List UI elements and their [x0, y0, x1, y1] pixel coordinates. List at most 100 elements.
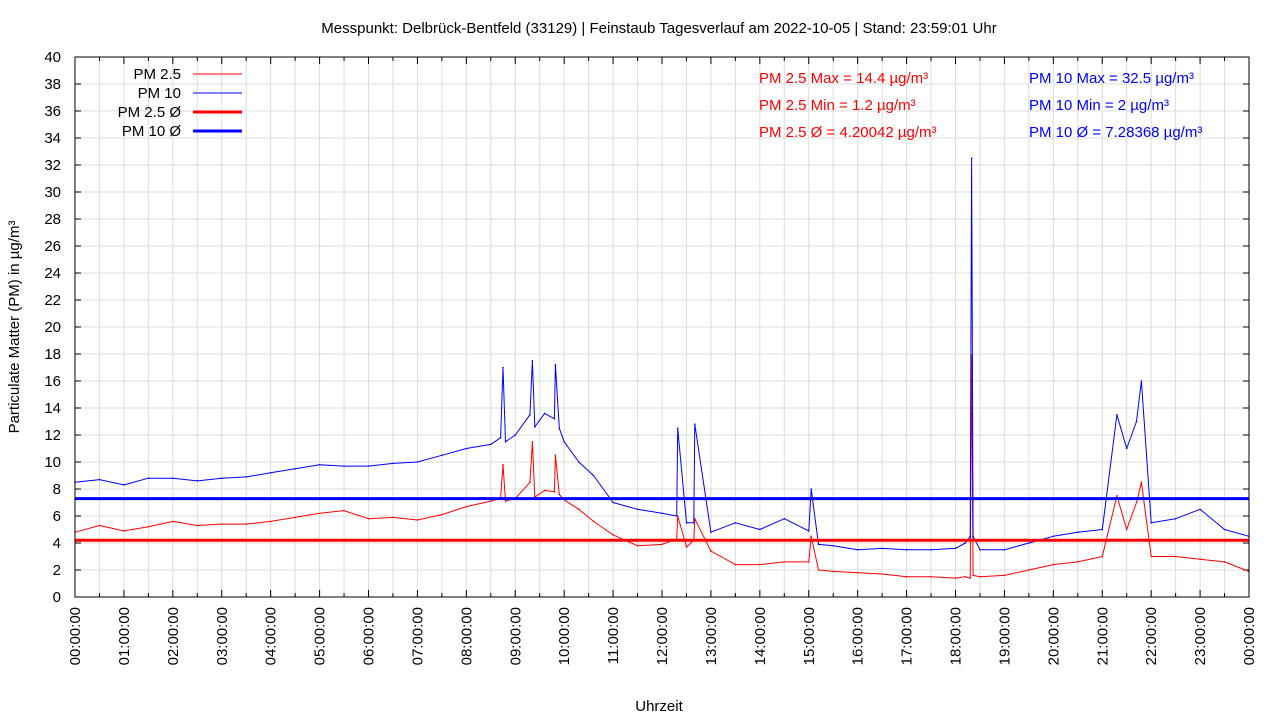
x-tick-label: 00:00:00 [1241, 607, 1258, 665]
data-point [783, 517, 786, 520]
legend-label: PM 2.5 [133, 66, 181, 83]
x-tick-label: 12:00:00 [654, 607, 671, 665]
y-tick-label: 6 [53, 508, 61, 525]
x-tick-label: 01:00:00 [116, 607, 133, 665]
data-point [441, 454, 443, 457]
data-point [147, 477, 150, 480]
y-tick-label: 18 [44, 346, 61, 363]
x-tick-label: 03:00:00 [214, 607, 231, 665]
data-point [1174, 517, 1177, 520]
data-point [661, 512, 663, 515]
x-tick-label: 14:00:00 [752, 607, 769, 665]
x-tick-label: 22:00:00 [1143, 607, 1160, 665]
y-tick-label: 40 [44, 49, 61, 66]
data-point [1135, 501, 1138, 504]
data-point [504, 500, 507, 502]
x-axis-label: Uhrzeit [635, 698, 683, 715]
data-point [930, 576, 932, 578]
x-tick-label: 00:00:00 [67, 607, 84, 665]
data-point [832, 544, 834, 547]
data-point [343, 509, 345, 512]
ticks: 024681012141618202224262830323436384000:… [44, 49, 1258, 665]
data-point [969, 577, 971, 579]
data-point [147, 526, 150, 528]
data-point [543, 489, 546, 492]
data-point [1125, 528, 1128, 531]
data-point [930, 549, 932, 551]
x-tick-label: 05:00:00 [312, 607, 329, 665]
data-point [1028, 569, 1030, 571]
data-point [1140, 481, 1143, 484]
y-tick-label: 38 [44, 76, 61, 93]
series-group [74, 157, 1250, 579]
x-tick-label: 13:00:00 [703, 607, 720, 665]
data-point [221, 523, 223, 525]
y-tick-label: 32 [44, 157, 61, 174]
data-point [856, 549, 859, 551]
data-point [1223, 528, 1226, 531]
data-point [245, 476, 247, 478]
y-tick-label: 2 [53, 562, 61, 579]
data-point [1003, 574, 1006, 577]
data-point [1199, 558, 1201, 560]
data-point [490, 500, 492, 502]
data-point [343, 465, 345, 467]
legend-label: PM 10 [138, 85, 181, 102]
data-point [269, 472, 272, 474]
x-tick-label: 21:00:00 [1094, 607, 1111, 665]
y-tick-label: 30 [44, 184, 61, 201]
data-point [1140, 380, 1143, 382]
data-point [563, 441, 565, 443]
pm10-stat-text: PM 10 Max = 32.5 µg/m³ [1029, 70, 1194, 87]
data-point [1101, 528, 1104, 531]
legend: PM 2.5 PM 10 PM 2.5 Ø PM 10 Ø [118, 66, 242, 140]
data-point [881, 573, 883, 575]
data-point [221, 477, 223, 480]
data-point [759, 528, 761, 531]
data-point [1052, 535, 1055, 538]
x-tick-label: 08:00:00 [458, 607, 475, 665]
x-tick-label: 06:00:00 [361, 607, 378, 665]
data-point [269, 520, 272, 523]
data-point [734, 563, 737, 566]
data-point [553, 418, 556, 420]
data-point [367, 517, 370, 520]
data-point [172, 477, 174, 480]
data-point [553, 490, 556, 493]
data-point [578, 461, 580, 463]
data-point [954, 547, 957, 550]
data-point [1125, 447, 1128, 450]
data-point [318, 512, 321, 515]
data-point [810, 535, 812, 538]
data-point [734, 522, 737, 524]
series-line [74, 354, 1250, 579]
data-point [969, 535, 971, 538]
data-point [832, 570, 834, 573]
data-point [465, 505, 468, 508]
data-point [123, 484, 125, 486]
data-point [1150, 555, 1152, 558]
x-tick-label: 04:00:00 [263, 607, 280, 665]
data-point [592, 520, 595, 523]
data-point [759, 563, 761, 566]
x-tick-label: 20:00:00 [1045, 607, 1062, 665]
data-point [972, 535, 974, 538]
x-tick-label: 02:00:00 [165, 607, 182, 665]
data-point [1150, 522, 1152, 524]
data-point [1116, 414, 1118, 416]
data-point [531, 360, 534, 362]
data-point [1077, 531, 1079, 533]
data-point [810, 488, 812, 490]
x-tick-label: 16:00:00 [850, 607, 867, 665]
data-point [1135, 420, 1138, 423]
data-point [881, 547, 883, 550]
data-point [636, 508, 639, 511]
data-point [1101, 555, 1104, 558]
data-point [490, 443, 492, 446]
data-point [416, 519, 419, 521]
data-point [694, 423, 696, 426]
data-point [954, 577, 957, 579]
data-point [504, 441, 507, 443]
data-point [294, 516, 296, 519]
data-point [502, 463, 504, 466]
